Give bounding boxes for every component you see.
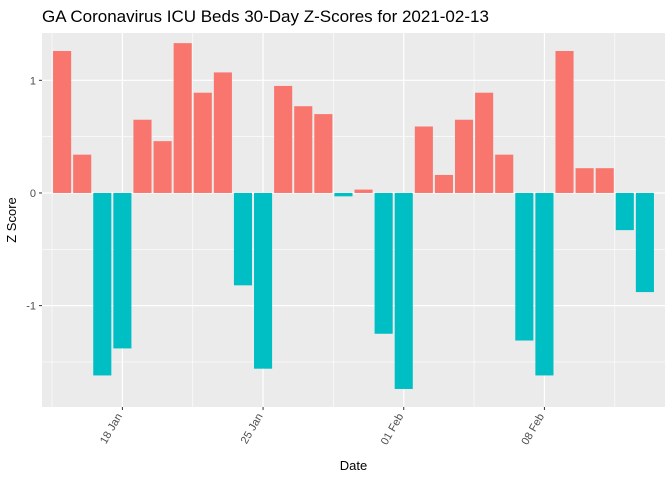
y-axis: -1 0 1 (26, 75, 42, 313)
bar (555, 51, 574, 193)
bar (394, 192, 413, 389)
bar (73, 154, 92, 193)
bar (53, 51, 72, 193)
bar (414, 126, 433, 193)
bar (495, 154, 514, 193)
x-axis-title: Date (340, 458, 367, 473)
bar (294, 106, 313, 193)
x-axis: 18 Jan 25 Jan 01 Feb 08 Feb (98, 407, 547, 447)
bar (93, 192, 112, 376)
bar (575, 168, 594, 193)
y-tick-label: -1 (26, 301, 36, 313)
x-tick-label: 01 Feb (379, 412, 407, 448)
y-tick-label: 0 (30, 188, 36, 200)
bar (515, 192, 534, 341)
bar (213, 72, 232, 193)
bar (113, 192, 132, 349)
bar (434, 174, 453, 193)
y-tick-label: 1 (30, 75, 36, 87)
bars (53, 43, 654, 389)
bar (133, 119, 152, 193)
bar (173, 43, 192, 193)
bar (374, 192, 393, 334)
bar (535, 192, 554, 376)
bar (254, 192, 273, 369)
y-axis-title: Z Score (4, 197, 19, 243)
x-tick-label: 18 Jan (98, 412, 125, 447)
bar (595, 168, 614, 193)
bar (454, 119, 474, 193)
bar (635, 192, 654, 293)
x-tick-label: 25 Jan (239, 412, 266, 447)
bar (153, 141, 172, 193)
bar (354, 189, 373, 193)
bar (615, 192, 634, 231)
bar (314, 114, 333, 193)
chart-title: GA Coronavirus ICU Beds 30-Day Z-Scores … (42, 7, 489, 26)
bar (334, 192, 353, 197)
bar (233, 192, 253, 286)
bar (274, 85, 293, 193)
bar (193, 92, 212, 193)
x-tick-label: 08 Feb (520, 412, 548, 448)
bar (475, 92, 494, 193)
